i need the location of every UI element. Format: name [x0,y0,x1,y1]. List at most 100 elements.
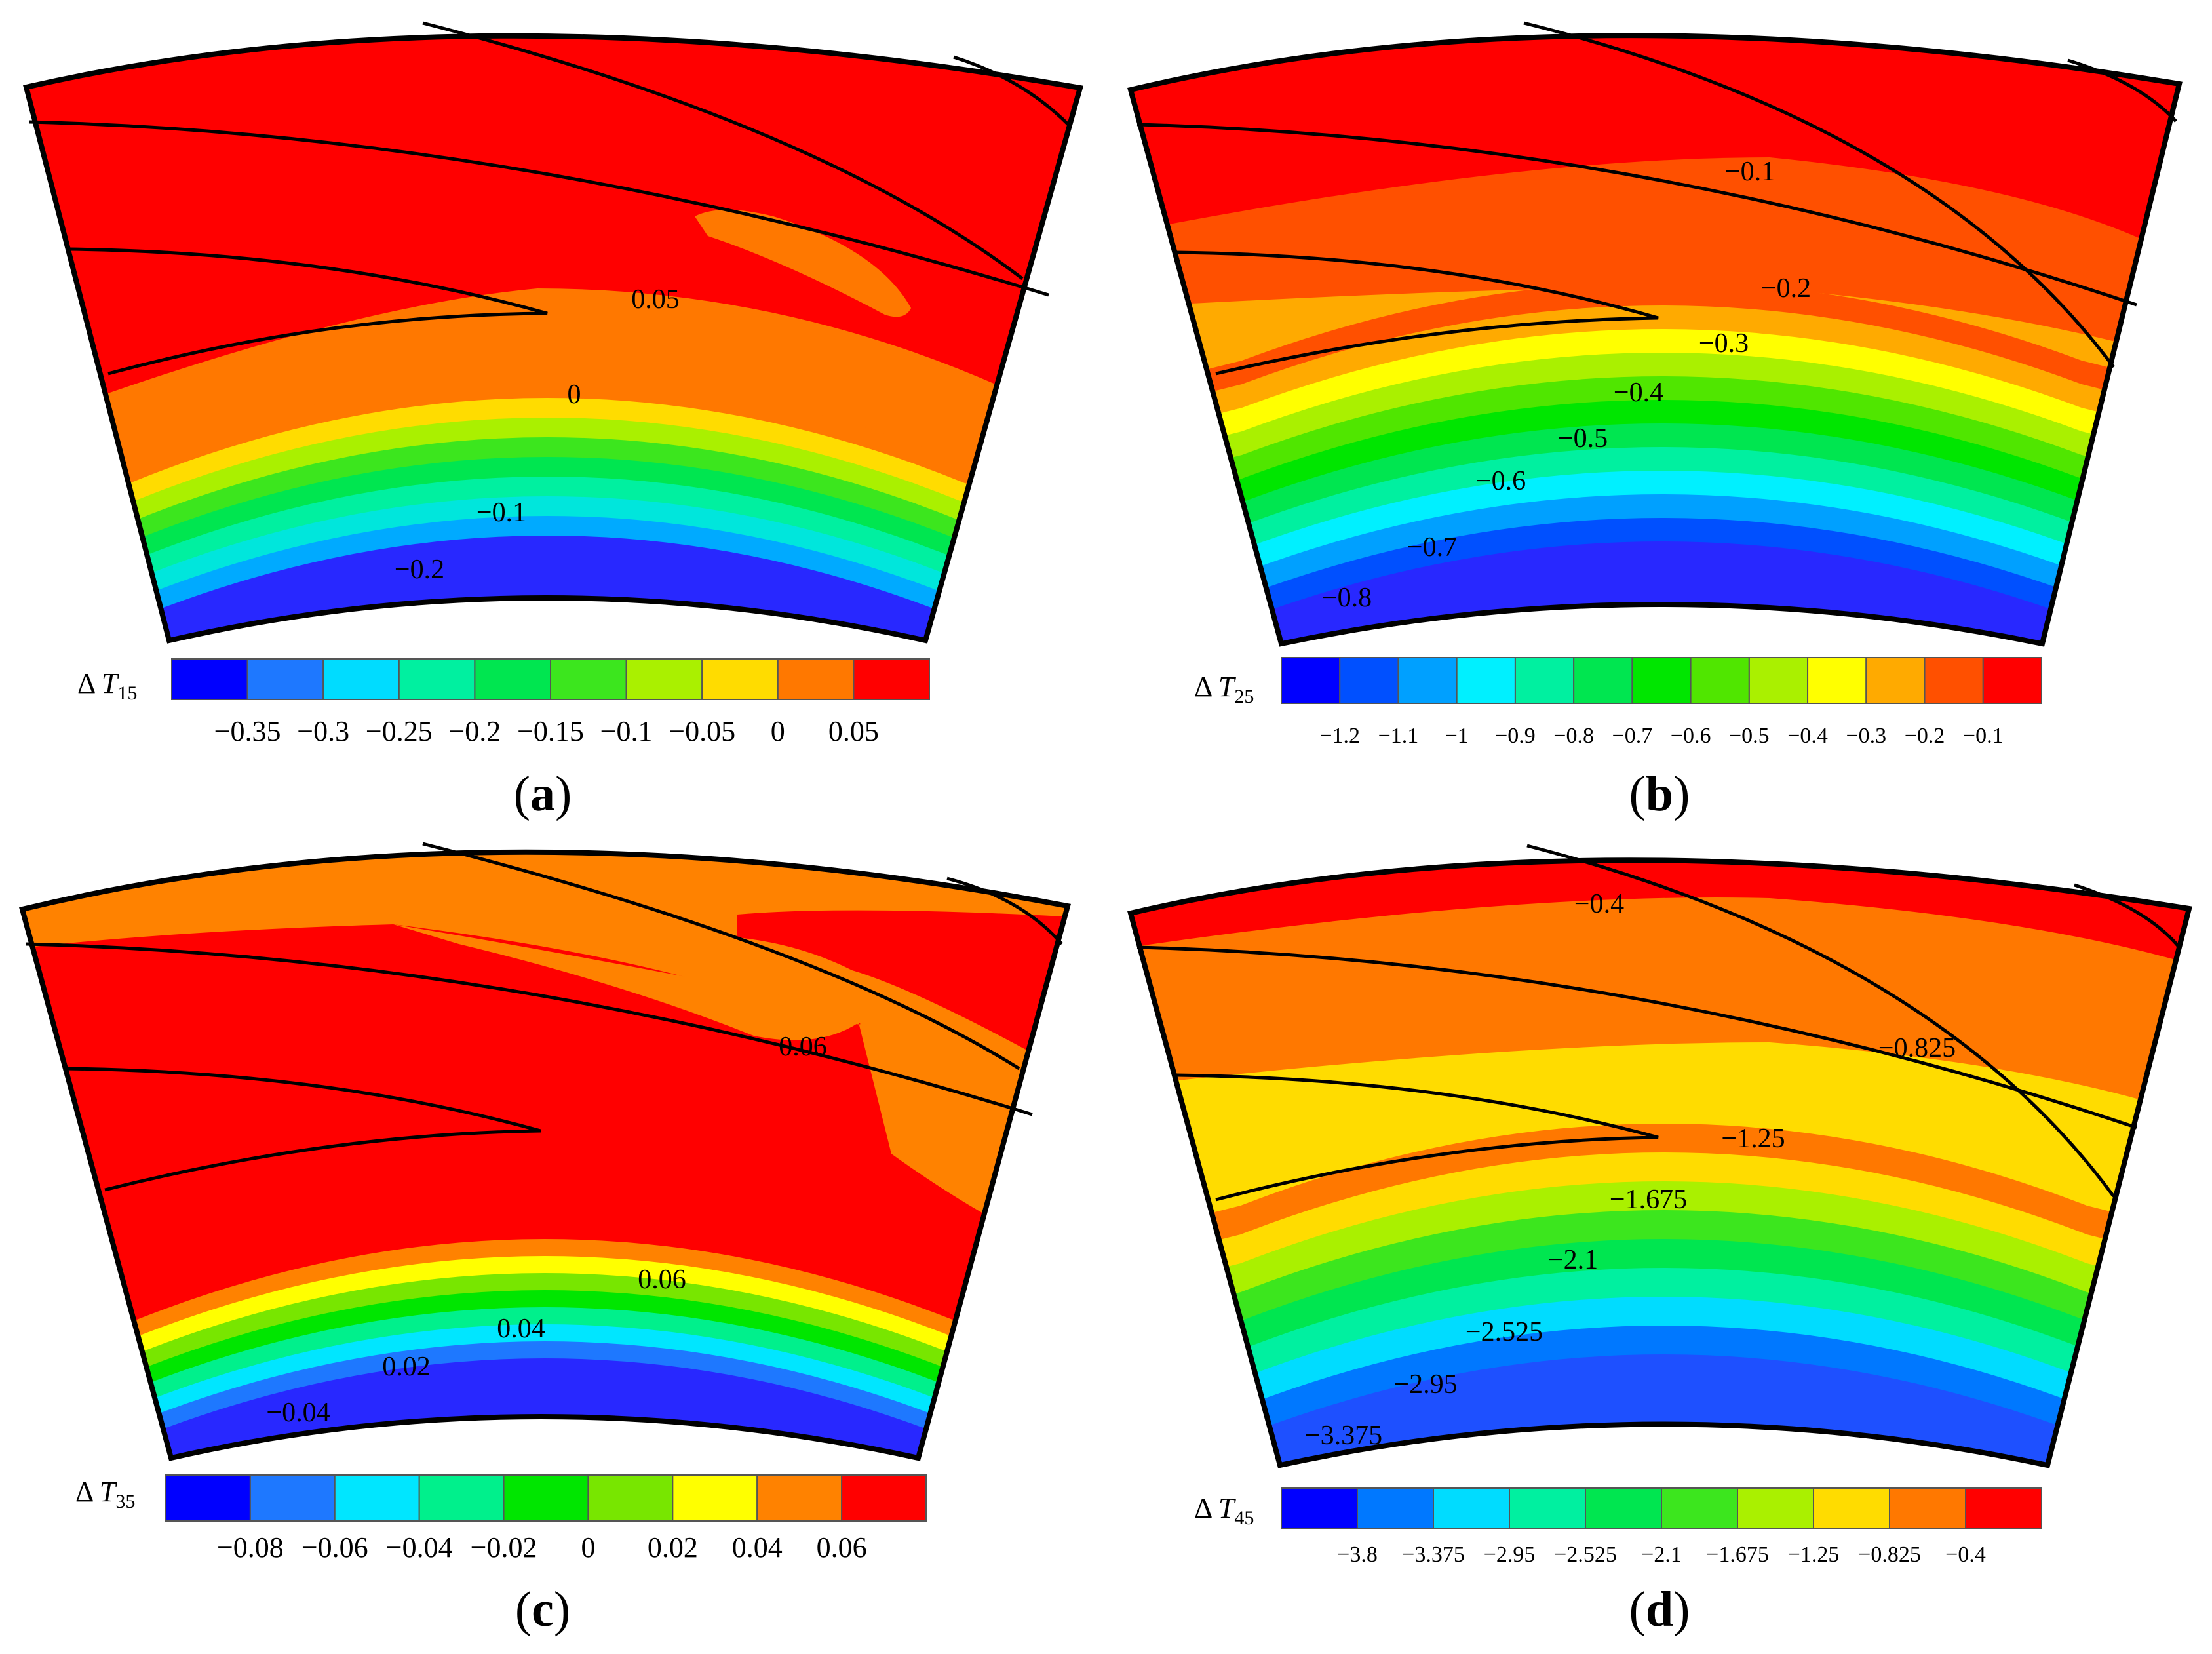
colorbar-segment [1813,1487,1890,1529]
colorbar-title-d: Δ T45 [1194,1492,1254,1529]
colorbar-segment [474,658,552,700]
colorbar-tick-label: 0.05 [828,715,879,747]
panel-c-region-red [737,910,1068,1062]
colorbar-segment [1661,1487,1738,1529]
colorbar-tick-label: −2.95 [1484,1543,1536,1567]
colorbar-tick-label: −2.525 [1554,1543,1617,1567]
contour-label: −2.1 [1548,1245,1598,1275]
contour-label: 0.06 [779,1032,827,1062]
colorbar-d: −3.8 −3.375 −2.95 −2.525 −2.1 −1.675 −1.25 −0.8… [1281,1487,2042,1567]
colorbar-segment [503,1474,589,1522]
contour-label: 0.02 [382,1352,431,1382]
contour-label: −0.2 [1761,273,1811,304]
colorbar-tick-label: 0 [581,1531,595,1564]
colorbar-segment [1585,1487,1662,1529]
colorbar-segment [1924,657,1984,704]
colorbar-tick-label: −1 [1445,724,1469,748]
contour-label: −0.2 [395,555,444,585]
colorbar-tick-label: 0 [771,715,785,747]
colorbar-tick-label: −3.8 [1337,1543,1378,1567]
panel-a-island [695,210,911,317]
colorbar-segment [1509,1487,1586,1529]
colorbar-segment [249,1474,336,1522]
colorbar-tick-label: −1.2 [1319,724,1360,748]
colorbar-segment [334,1474,420,1522]
colorbar-tick-label: −0.2 [448,715,501,747]
colorbar-tick-label: −0.2 [1905,724,1945,748]
colorbar-segment [1433,1487,1510,1529]
colorbar-tick-label: 0.06 [817,1531,867,1564]
panel-label-c: (c) [514,1582,571,1637]
contour-band [1131,1354,2189,1465]
colorbar-tick-label: −0.3 [1846,724,1886,748]
colorbar-tick-label: 0.02 [648,1531,698,1564]
colorbar-segment [701,658,779,700]
colorbar-segment [322,658,400,700]
contour-label: −1.25 [1721,1124,1785,1154]
colorbar-b: −1.2 −1.1 −1 −0.9 −0.8 −0.7 −0.6 −0.5 −0.4 −0.3 −0… [1281,657,2043,748]
colorbar-segment [1807,657,1867,704]
panel-b-blade-line [1136,123,2137,307]
panel-c-blade-line [26,942,1033,1116]
contour-label: −1.675 [1610,1185,1687,1215]
colorbar-segment [1631,657,1692,704]
panel-b-blade-line [1523,21,2116,368]
colorbar-segment [246,658,324,700]
panel-c-blade-line [422,842,1020,1071]
colorbar-tick-label: 0.04 [732,1531,783,1564]
contour-label: −0.1 [1725,157,1775,187]
colorbar-segment [398,658,476,700]
contour-label: −0.4 [1574,889,1624,919]
colorbar-tick-label: −0.08 [217,1531,284,1564]
contour-label: 0.05 [631,285,680,315]
panel-c-outline [19,849,1071,1461]
colorbar-title-a: Δ T15 [77,667,138,704]
colorbar-tick-label: −0.5 [1729,724,1770,748]
colorbar-c: −0.08 −0.06 −0.04 −0.02 0 0.02 0.04 0.06 [165,1474,927,1564]
panel-d-blade [1176,1073,1659,1202]
colorbar-tick-label: −0.1 [1963,724,2004,748]
colorbar-tick-label: −3.375 [1402,1543,1465,1567]
panel-d-blade-line [1136,945,2137,1130]
panel-c-island [393,924,861,1040]
colorbar-segment [1573,657,1633,704]
panel-a-outline [23,33,1084,644]
panel-c-blade-line [946,876,1063,945]
contour-label: −0.6 [1476,466,1526,496]
panel-c-blade [65,1067,541,1192]
colorbar-segment [1514,657,1575,704]
colorbar-tick-label: −0.6 [1671,724,1711,748]
colorbar-segment [1357,1487,1434,1529]
colorbar-tick-label: −0.1 [600,715,653,747]
contour-label: −2.95 [1393,1369,1457,1400]
panel-b-blade [1176,250,1659,376]
panel-d-outline [1127,857,2192,1468]
colorbar-segment [418,1474,505,1522]
panel-a-blade-line [953,55,1070,126]
colorbar-tick-label: −0.04 [386,1531,453,1564]
panel-d-blade-line [2074,883,2181,949]
colorbar-segment [841,1474,927,1522]
colorbar-tick-label: −0.05 [669,715,735,747]
colorbar-segment [1889,1487,1966,1529]
colorbar-segment [1748,657,1809,704]
colorbar-segment [165,1474,251,1522]
contour-label: −0.8 [1322,583,1372,613]
colorbar-tick-label: −2.1 [1641,1543,1682,1567]
colorbar-segment [1737,1487,1814,1529]
contour-label: −0.7 [1407,532,1457,562]
colorbar-tick-label: −0.35 [214,715,281,747]
colorbar-tick-label: −0.9 [1495,724,1536,748]
panel-d-blade-line [1526,844,2116,1198]
contour-label: 0.04 [497,1314,545,1344]
colorbar-tick-label: −1.675 [1706,1543,1769,1567]
colorbar-segment [1339,657,1399,704]
panel-b-blade-line [2067,58,2177,123]
contour-label: −0.4 [1614,378,1663,408]
colorbar-segment [1982,657,2043,704]
colorbar-segment [171,658,248,700]
contour-label: −2.525 [1465,1317,1543,1347]
panel-a-blade [68,247,548,376]
colorbar-segment [1865,657,1926,704]
